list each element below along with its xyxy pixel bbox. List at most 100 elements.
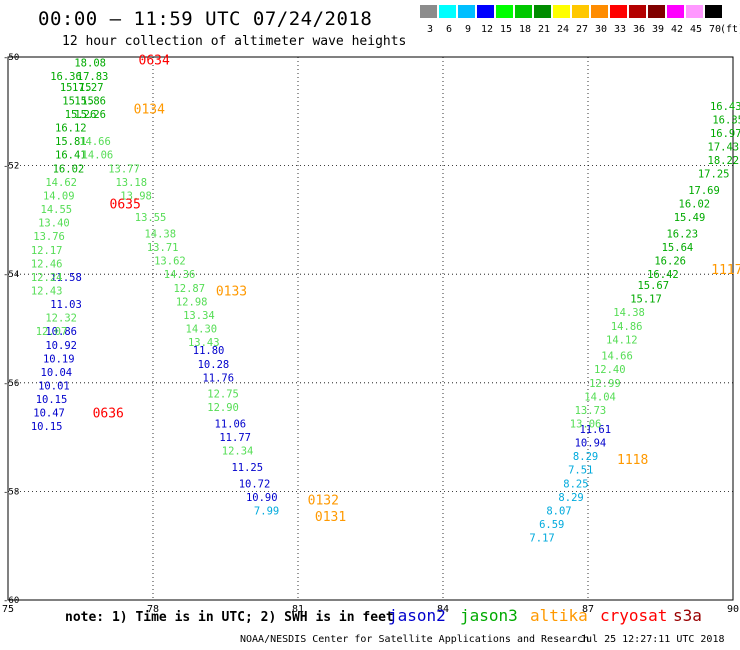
legend-tick-label: 18 (518, 24, 532, 35)
wave-height-value: 18.22 (708, 155, 740, 167)
legend-tick-label: 21 (537, 24, 551, 35)
wave-height-value: 10.28 (198, 359, 230, 371)
lon-tick-label: 81 (292, 604, 304, 615)
pass-label: 0133 (216, 284, 247, 299)
wave-height-value: 10.15 (31, 421, 63, 433)
legend-altika: altika (530, 606, 588, 625)
wave-height-value: 14.09 (43, 190, 75, 202)
wave-height-value: 14.66 (601, 351, 633, 363)
wave-height-value: 8.29 (558, 492, 583, 504)
wave-height-value: 10.47 (33, 408, 65, 420)
lon-tick-label: 87 (582, 604, 594, 615)
legend-swatch (572, 5, 589, 18)
legend-swatch (667, 5, 684, 18)
wave-height-value: 10.04 (41, 367, 73, 379)
wave-height-value: 12.32 (45, 313, 77, 325)
legend-unit: (ft) (720, 24, 740, 35)
legend-tick-label: 42 (670, 24, 684, 35)
wave-height-value: 15.86 (74, 95, 106, 107)
wave-height-value: 12.40 (594, 364, 626, 376)
wave-height-value: 13.40 (38, 218, 70, 230)
wave-height-value: 12.90 (207, 402, 239, 414)
wave-height-value: 7.17 (529, 533, 554, 545)
wave-height-value: 17.25 (698, 169, 730, 181)
wave-height-value: 8.07 (546, 505, 571, 517)
wave-height-value: 14.04 (584, 391, 616, 403)
legend-swatch (648, 5, 665, 18)
pass-label: 1117 (711, 263, 740, 278)
wave-height-value: 17.43 (708, 142, 740, 154)
wave-height-value: 12.87 (173, 283, 205, 295)
wave-height-value: 12.17 (31, 245, 63, 257)
credit-timestamp: Jul 25 12:27:11 UTC 2018 (580, 634, 725, 645)
wave-height-value: 14.36 (164, 269, 196, 281)
wave-height-value: 12.46 (31, 258, 63, 270)
wave-height-value: 10.86 (45, 326, 77, 338)
wave-height-value: 13.71 (147, 242, 179, 254)
lat-tick-label: -58 (3, 487, 19, 497)
legend-cryosat: cryosat (600, 606, 668, 625)
wave-height-value: 16.02 (53, 163, 85, 175)
legend-swatch (553, 5, 570, 18)
lon-tick-label: 90 (727, 604, 739, 615)
wave-height-value: 12.34 (222, 446, 254, 458)
legend-swatch (534, 5, 551, 18)
legend-jason3: jason3 (460, 606, 518, 625)
wave-height-value: 14.62 (45, 177, 77, 189)
legend-tick-label: 15 (499, 24, 513, 35)
wave-height-value: 12.24 (31, 272, 63, 284)
wave-height-value: 15.64 (662, 242, 694, 254)
legend-tick-label: 9 (464, 24, 472, 35)
lat-tick-label: -52 (3, 162, 19, 172)
lon-tick-label: 78 (147, 604, 159, 615)
wave-height-value: 13.73 (575, 405, 607, 417)
wave-height-value: 14.12 (606, 334, 638, 346)
wave-height-value: 13.98 (120, 190, 152, 202)
wave-height-value: 17.69 (688, 185, 720, 197)
wave-height-value: 15.67 (637, 280, 669, 292)
wave-height-value: 12.99 (589, 378, 621, 390)
legend-swatch (591, 5, 608, 18)
lat-tick-label: -50 (3, 53, 19, 63)
wave-height-value: 17.83 (77, 71, 109, 83)
wave-height-value: 13.34 (183, 310, 215, 322)
lon-tick-label: 75 (2, 604, 14, 615)
pass-label: 0635 (110, 198, 141, 213)
legend-swatch (515, 5, 532, 18)
map-subtitle: 12 hour collection of altimeter wave hei… (62, 34, 407, 49)
wave-height-value: 14.55 (41, 204, 73, 216)
legend-s3a: s3a (673, 606, 702, 625)
wave-height-value: 16.23 (666, 228, 698, 240)
legend-swatch (610, 5, 627, 18)
legend-tick-label: 3 (426, 24, 434, 35)
lat-tick-label: -54 (3, 270, 19, 280)
legend-swatch (477, 5, 494, 18)
wave-height-value: 16.35 (712, 114, 740, 126)
wave-height-value: 12.43 (31, 285, 63, 297)
legend-tick-label: 45 (689, 24, 703, 35)
wave-height-value: 13.77 (108, 163, 140, 175)
legend-swatch (496, 5, 513, 18)
wave-height-value: 13.43 (188, 337, 220, 349)
legend-tick-label: 12 (480, 24, 494, 35)
legend-tick-label: 30 (594, 24, 608, 35)
pass-label: 0132 (308, 494, 339, 509)
lat-tick-label: -60 (3, 596, 19, 606)
legend-tick-label: 33 (613, 24, 627, 35)
wave-height-value: 15.81 (55, 136, 87, 148)
legend-swatch (439, 5, 456, 18)
wave-height-value: 11.80 (193, 345, 225, 357)
wave-height-value: 11.77 (219, 432, 251, 444)
wave-height-value: 10.90 (246, 492, 278, 504)
wave-height-value: 16.02 (679, 199, 711, 211)
wave-height-value: 15.17 (630, 294, 662, 306)
wave-height-value: 11.03 (50, 299, 82, 311)
wave-height-value: 16.26 (654, 256, 686, 268)
wave-height-value: 16.43 (710, 101, 740, 113)
wave-height-value: 14.38 (144, 228, 176, 240)
pass-label: 0134 (134, 103, 165, 118)
wave-height-value: 13.55 (135, 212, 167, 224)
wave-height-value: 7.51 (568, 465, 593, 477)
wave-height-value: 15.26 (65, 109, 97, 121)
wave-height-value: 8.25 (563, 478, 588, 490)
